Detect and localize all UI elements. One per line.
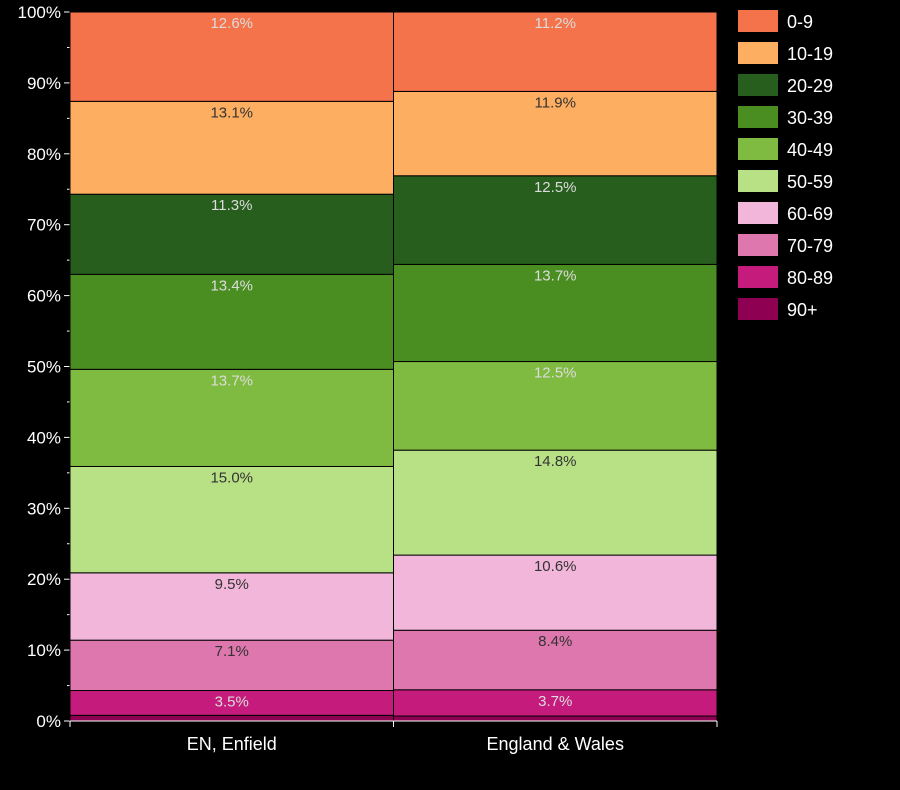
legend-item: 90+ xyxy=(738,298,818,320)
data-label: 11.3% xyxy=(211,197,252,214)
y-tick-label: 20% xyxy=(27,570,61,589)
bar-segment xyxy=(393,11,718,92)
bar-segment xyxy=(393,554,718,631)
legend-swatch xyxy=(738,10,778,32)
data-label: 10.6% xyxy=(534,558,577,575)
x-category-label: England & Wales xyxy=(487,734,624,754)
legend-swatch xyxy=(738,298,778,320)
y-tick-label: 100% xyxy=(18,3,61,22)
legend-label: 80-89 xyxy=(787,268,833,288)
data-label: 11.9% xyxy=(535,94,576,111)
data-label: 9.5% xyxy=(215,576,249,593)
legend-label: 20-29 xyxy=(787,76,833,96)
bar-segment xyxy=(69,572,394,641)
data-label: 13.7% xyxy=(210,372,253,389)
bar-segment xyxy=(393,715,718,722)
x-axis: EN, Enfield England & Wales xyxy=(69,720,718,754)
bar-segment xyxy=(393,263,718,363)
legend-swatch xyxy=(738,106,778,128)
bar-segment xyxy=(69,100,394,195)
y-tick-label: 40% xyxy=(27,428,61,447)
bar-segment xyxy=(393,361,718,451)
legend-item: 30-39 xyxy=(738,106,833,128)
legend-label: 60-69 xyxy=(787,204,833,224)
bar-stack: 3.5% 7.1% 9.5% 15.0% 13.7% 13.4% 11.3% 13.1% 12.… xyxy=(69,11,394,722)
legend-swatch xyxy=(738,202,778,224)
data-label: 3.5% xyxy=(215,694,249,711)
bar-segment xyxy=(393,90,718,177)
y-tick-label: 60% xyxy=(27,287,61,306)
bar-segment xyxy=(393,629,718,691)
legend-item: 50-59 xyxy=(738,170,833,192)
bar-segment xyxy=(69,714,394,722)
data-label: 14.8% xyxy=(534,453,577,470)
bar-segment xyxy=(393,449,718,556)
legend-item: 80-89 xyxy=(738,266,833,288)
data-label: 13.1% xyxy=(210,104,253,121)
legend-label: 0-9 xyxy=(787,12,813,32)
legend-swatch xyxy=(738,74,778,96)
legend-item: 20-29 xyxy=(738,74,833,96)
y-tick-label: 10% xyxy=(27,641,61,660)
legend-swatch xyxy=(738,234,778,256)
data-label: 12.5% xyxy=(534,365,577,382)
legend-swatch xyxy=(738,138,778,160)
data-label: 11.2% xyxy=(535,15,576,32)
legend-item: 60-69 xyxy=(738,202,833,224)
data-label: 12.5% xyxy=(534,179,577,196)
x-category-label: EN, Enfield xyxy=(187,734,277,754)
y-tick-label: 30% xyxy=(27,499,61,518)
y-tick-label: 50% xyxy=(27,358,61,377)
legend-item: 70-79 xyxy=(738,234,833,256)
legend-label: 10-19 xyxy=(787,44,833,64)
bars: 3.5% 7.1% 9.5% 15.0% 13.7% 13.4% 11.3% 13.1% 12.… xyxy=(69,11,718,722)
data-label: 8.4% xyxy=(538,633,572,650)
legend-label: 90+ xyxy=(787,300,818,320)
bar-segment xyxy=(69,368,394,467)
bar-segment xyxy=(69,639,394,692)
data-label: 3.7% xyxy=(538,693,572,710)
data-label: 13.4% xyxy=(210,277,253,294)
y-tick-label: 70% xyxy=(27,216,61,235)
y-axis: 0% 10% 20% 30% 40% 50% 60% 70% 80% 90% 100% xyxy=(18,3,71,731)
data-label: 12.6% xyxy=(210,15,253,32)
legend-item: 10-19 xyxy=(738,42,833,64)
bar-segment xyxy=(69,273,394,370)
legend-item: 0-9 xyxy=(738,10,813,32)
data-label: 13.7% xyxy=(534,267,577,284)
legend-item: 40-49 xyxy=(738,138,833,160)
legend: 0-9 10-19 20-29 30-39 40-49 50-59 60-69 70-79 80… xyxy=(738,10,833,320)
bar-segment xyxy=(69,690,394,716)
y-tick-label: 90% xyxy=(27,74,61,93)
legend-label: 70-79 xyxy=(787,236,833,256)
legend-swatch xyxy=(738,42,778,64)
legend-label: 50-59 xyxy=(787,172,833,192)
legend-label: 30-39 xyxy=(787,108,833,128)
bar-stack: 3.7% 8.4% 10.6% 14.8% 12.5% 13.7% 12.5% 11.9% 11… xyxy=(393,11,718,722)
y-tick-label: 80% xyxy=(27,145,61,164)
legend-swatch xyxy=(738,266,778,288)
bar-segment xyxy=(393,175,718,265)
data-label: 7.1% xyxy=(215,643,249,660)
data-label: 15.0% xyxy=(210,469,253,486)
bar-segment xyxy=(69,193,394,275)
legend-label: 40-49 xyxy=(787,140,833,160)
legend-swatch xyxy=(738,170,778,192)
y-tick-label: 0% xyxy=(36,712,61,731)
